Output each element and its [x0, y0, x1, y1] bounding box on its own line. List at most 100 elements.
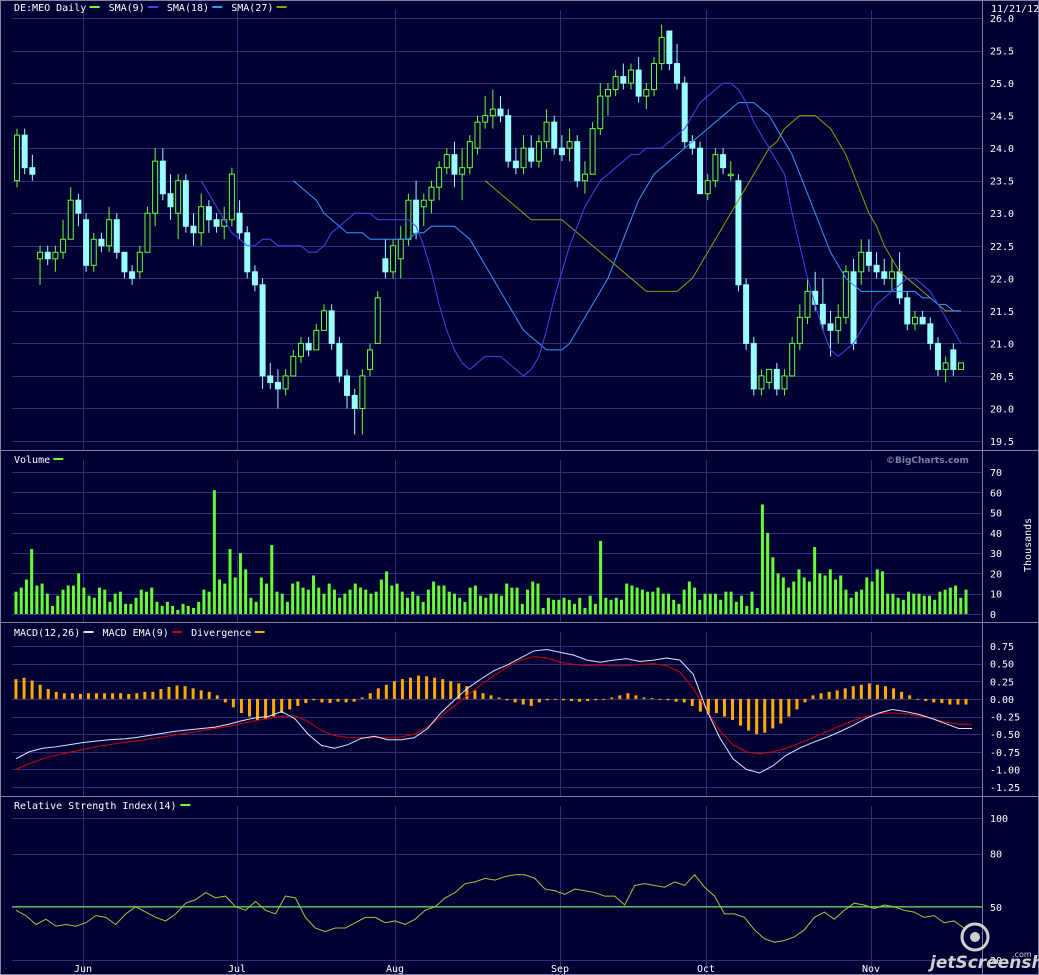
divergence-bar [521, 698, 525, 705]
volume-bar [364, 589, 368, 614]
divergence-bar [529, 698, 533, 706]
divergence-bar [787, 698, 791, 717]
volume-bar [296, 581, 300, 614]
candle-body [773, 368, 780, 390]
divergence-bar [360, 697, 364, 699]
volume-bar [249, 597, 253, 614]
candle-body [144, 212, 151, 253]
price-y-axis: 26.0 25.5 25.0 24.5 24.0 23.5 23.0 22.5 22.0 21.5… [990, 14, 1014, 448]
divergence-bar [875, 684, 879, 699]
divergence-bar [835, 690, 839, 699]
volume-bar [891, 593, 895, 614]
macd-tick-label: -0.25 [990, 713, 1020, 724]
volume-bar [87, 595, 91, 614]
volume-ylabel: Thousands [1023, 518, 1034, 572]
divergence-bar [722, 698, 726, 717]
candle-body [374, 297, 381, 344]
volume-tick-label: 20 [990, 569, 1002, 580]
volume-bar [781, 577, 785, 614]
divergence-bar [304, 698, 308, 704]
divergence-bar [368, 693, 372, 699]
volume-bar [186, 605, 190, 614]
candle-body [282, 375, 289, 390]
candle-body [198, 206, 205, 234]
candle-body [888, 271, 895, 279]
candle-body [697, 147, 704, 195]
volume-bar [787, 587, 791, 614]
copyright-text: ©BigCharts.com [886, 456, 969, 466]
candle-body [121, 251, 128, 273]
candle-body [635, 69, 642, 97]
volume-bar [411, 591, 415, 614]
macd-tick-label: 0.75 [990, 642, 1014, 653]
watermark-logo-icon [960, 922, 990, 952]
volume-bar [870, 581, 874, 614]
divergence-bar [658, 698, 662, 700]
divergence-bar [610, 697, 614, 699]
watermark-logo-center-icon [970, 932, 980, 942]
divergence-bar [666, 698, 670, 701]
watermark: jetScreenshot .com [927, 922, 1039, 973]
volume-bar [834, 579, 838, 614]
volume-bar [197, 601, 201, 614]
volume-bar [359, 587, 363, 614]
candle-body [413, 199, 420, 234]
divergence-bar [400, 679, 404, 699]
candle-body [842, 271, 849, 318]
volume-bar [416, 595, 420, 614]
volume-bar [82, 587, 86, 614]
volume-bar [437, 585, 441, 614]
divergence-bar [86, 693, 90, 699]
divergence-bar [771, 698, 775, 729]
volume-tick-label: 0 [990, 610, 996, 621]
volume-bar [98, 587, 102, 614]
candle-body [627, 69, 634, 84]
candle-body [167, 193, 174, 208]
volume-bar [61, 589, 65, 614]
candle-body [274, 381, 281, 390]
candle-body [351, 394, 358, 409]
volume-bar [933, 599, 937, 614]
candle-body [367, 349, 374, 370]
divergence-bar [964, 698, 968, 705]
candle-body [612, 76, 619, 91]
rsi-legend-label: Relative Strength Index(14) [14, 801, 177, 812]
volume-bar [306, 589, 310, 614]
candle-body [474, 121, 481, 149]
divergence-bar [851, 686, 855, 699]
divergence-bar [392, 681, 396, 699]
volume-bar [646, 591, 650, 614]
rsi-y-axis: 100 80 50 20 [990, 814, 1008, 967]
rsi-tick-label: 20 [990, 956, 1002, 967]
candle-body [850, 271, 857, 344]
volume-bar [124, 603, 128, 614]
macd-legend: MACD(12,26) MACD EMA(9) Divergence [14, 628, 265, 639]
volume-bar [760, 504, 764, 614]
divergence-bar [441, 679, 445, 699]
x-axis: Jun Jul Aug Sep Oct Nov [74, 964, 880, 975]
volume-bar [693, 587, 697, 614]
volume-bar [233, 577, 237, 614]
candle-body [950, 349, 957, 370]
candle-body [589, 128, 596, 175]
volume-bar [818, 573, 822, 614]
divergence-bar [827, 691, 831, 699]
volume-bar [40, 583, 44, 614]
volume-bar [505, 583, 509, 614]
price-tick-label: 25.5 [990, 47, 1014, 58]
divergence-bar [151, 691, 155, 699]
candle-body [382, 258, 389, 273]
price-tick-label: 19.5 [990, 437, 1014, 448]
divergence-bar [384, 684, 388, 699]
volume-panel [14, 490, 968, 614]
candle-body [14, 134, 20, 182]
candle-body [44, 251, 51, 260]
candle-body [512, 160, 519, 169]
volume-bar [901, 599, 905, 614]
candle-body [182, 180, 189, 227]
candle-body [29, 167, 36, 175]
volume-bar [270, 545, 274, 614]
volume-bar [202, 589, 206, 614]
rsi-tick-label: 50 [990, 903, 1002, 914]
